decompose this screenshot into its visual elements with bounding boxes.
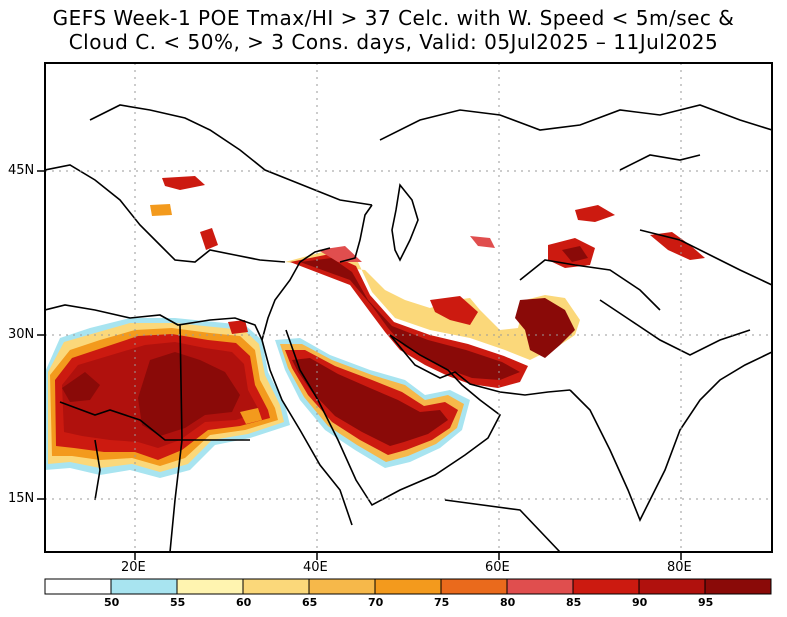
map-plot-area xyxy=(45,63,772,552)
colorbar-label-80: 80 xyxy=(500,596,516,609)
colorbar-swatch-0 xyxy=(44,578,112,595)
colorbar-label-95: 95 xyxy=(698,596,714,609)
colorbar-swatch-9 xyxy=(638,578,706,595)
colorbar-label-70: 70 xyxy=(368,596,384,609)
colorbar-swatch-6 xyxy=(440,578,508,595)
probability-fields xyxy=(45,176,705,478)
x-tick-label-60e: 60E xyxy=(485,560,510,575)
colorbar-label-90: 90 xyxy=(632,596,648,609)
graticule xyxy=(45,63,772,552)
colorbar-swatch-8 xyxy=(572,578,640,595)
colorbar-label-55: 55 xyxy=(170,596,186,609)
colorbar-swatch-4 xyxy=(308,578,376,595)
colorbar-label-75: 75 xyxy=(434,596,450,609)
axis-ticks xyxy=(37,170,682,560)
colorbar-label-60: 60 xyxy=(236,596,252,609)
x-tick-label-40e: 40E xyxy=(303,560,328,575)
x-tick-label-80e: 80E xyxy=(667,560,692,575)
y-tick-label-30n: 30N xyxy=(8,327,35,342)
y-tick-label-15n: 15N xyxy=(8,491,35,506)
colorbar-label-85: 85 xyxy=(566,596,582,609)
colorbar-swatch-5 xyxy=(374,578,442,595)
y-tick-label-45n: 45N xyxy=(8,163,35,178)
colorbar-swatch-1 xyxy=(110,578,178,595)
map-title-line-2: Cloud C. < 50%, > 3 Cons. days, Valid: 0… xyxy=(68,30,719,54)
coastlines-and-borders xyxy=(45,104,772,552)
colorbar-label-50: 50 xyxy=(104,596,120,609)
colorbar xyxy=(44,578,772,595)
colorbar-swatch-10 xyxy=(704,578,772,595)
x-tick-label-20e: 20E xyxy=(121,560,146,575)
colorbar-swatch-7 xyxy=(506,578,574,595)
map-title-line-1: GEFS Week-1 POE Tmax/HI > 37 Celc. with … xyxy=(52,6,735,30)
colorbar-label-65: 65 xyxy=(302,596,318,609)
colorbar-swatch-3 xyxy=(242,578,310,595)
map-frame xyxy=(44,62,773,553)
colorbar-swatch-2 xyxy=(176,578,244,595)
